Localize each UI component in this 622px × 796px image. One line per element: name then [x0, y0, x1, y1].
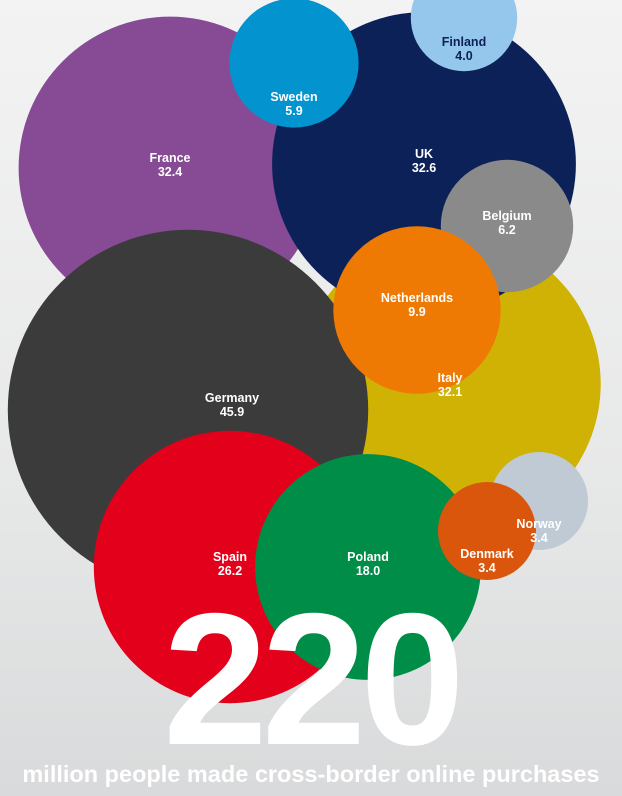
- bubble-label-norway: Norway: [516, 517, 561, 531]
- bubble-value-netherlands: 9.9: [408, 305, 425, 319]
- bubble-value-finland: 4.0: [455, 49, 472, 63]
- bubble-label-italy: Italy: [437, 371, 462, 385]
- bubble-value-france: 32.4: [158, 165, 182, 179]
- bubble-netherlands: [333, 226, 501, 394]
- bubble-value-germany: 45.9: [220, 405, 244, 419]
- headline-number: 220: [163, 574, 465, 784]
- headline-caption: million people made cross-border online …: [22, 761, 600, 787]
- bubble-poland: [255, 454, 481, 680]
- bubble-value-uk: 32.6: [412, 161, 436, 175]
- bubble-label-netherlands: Netherlands: [381, 291, 453, 305]
- bubble-value-poland: 18.0: [356, 564, 380, 578]
- bubble-label-spain: Spain: [213, 550, 247, 564]
- bubble-finland: [410, 0, 518, 72]
- bubble-label-germany: Germany: [205, 391, 259, 405]
- bubble-label-denmark: Denmark: [460, 547, 514, 561]
- bubble-label-uk: UK: [415, 147, 433, 161]
- bubble-value-italy: 32.1: [438, 385, 462, 399]
- bubble-value-denmark: 3.4: [478, 561, 495, 575]
- bubble-value-norway: 3.4: [530, 531, 547, 545]
- bubble-sweden: [229, 0, 359, 128]
- bubble-label-poland: Poland: [347, 550, 389, 564]
- bubble-denmark: [438, 482, 536, 580]
- bubble-label-sweden: Sweden: [270, 90, 317, 104]
- bubble-label-france: France: [150, 151, 191, 165]
- bubble-value-sweden: 5.9: [285, 104, 302, 118]
- bubble-value-belgium: 6.2: [498, 223, 515, 237]
- bubble-label-finland: Finland: [442, 35, 486, 49]
- bubble-label-belgium: Belgium: [482, 209, 531, 223]
- bubble-value-spain: 26.2: [218, 564, 242, 578]
